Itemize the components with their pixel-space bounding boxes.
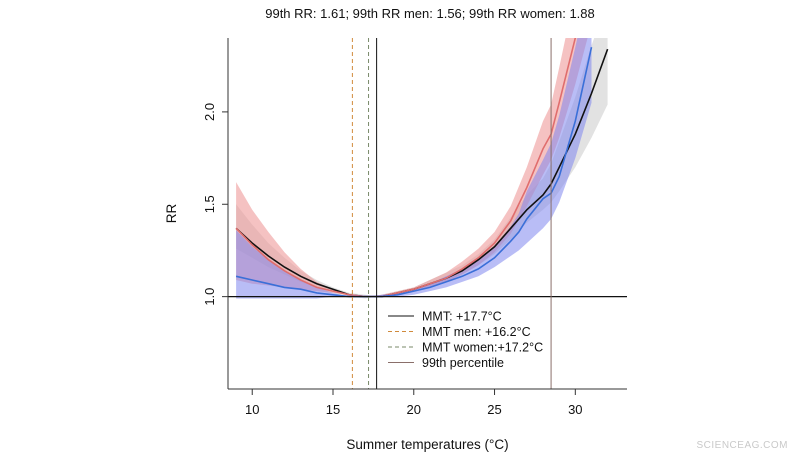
men-rr-line	[235, 47, 593, 298]
y-tick-label: 1.5	[202, 195, 217, 213]
chart-title: 99th RR: 1.61; 99th RR men: 1.56; 99th R…	[265, 6, 595, 21]
x-tick-label: 10	[245, 402, 259, 417]
watermark: SCIENCEAG.COM	[696, 440, 788, 451]
series-lines	[235, 38, 609, 298]
x-tick-label: 20	[407, 402, 421, 417]
x-tick-label: 15	[326, 402, 340, 417]
legend-label-mmt_women: MMT women:+17.2°C	[422, 341, 543, 355]
y-axis-label: RR	[164, 204, 179, 224]
legend-label-mmt_men: MMT men: +16.2°C	[422, 325, 531, 339]
men-ci-band	[236, 38, 592, 299]
y-tick-label: 1.0	[202, 288, 217, 306]
axes: 10 15 20 25 30 1.0 1.5 2.0 Summer temperatures (…	[164, 38, 627, 452]
y-tick-label: 2.0	[202, 103, 217, 121]
x-tick-label: 30	[568, 402, 582, 417]
legend-label-p99: 99th percentile	[422, 356, 504, 370]
x-axis-label: Summer temperatures (°C)	[346, 437, 508, 452]
women-ci-band	[236, 38, 588, 297]
legend-label-mmt_all: MMT: +17.7°C	[422, 310, 502, 324]
confidence-bands	[236, 38, 608, 299]
x-tick-label: 25	[487, 402, 501, 417]
reference-lines	[228, 38, 627, 389]
women-rr-line	[235, 38, 577, 298]
